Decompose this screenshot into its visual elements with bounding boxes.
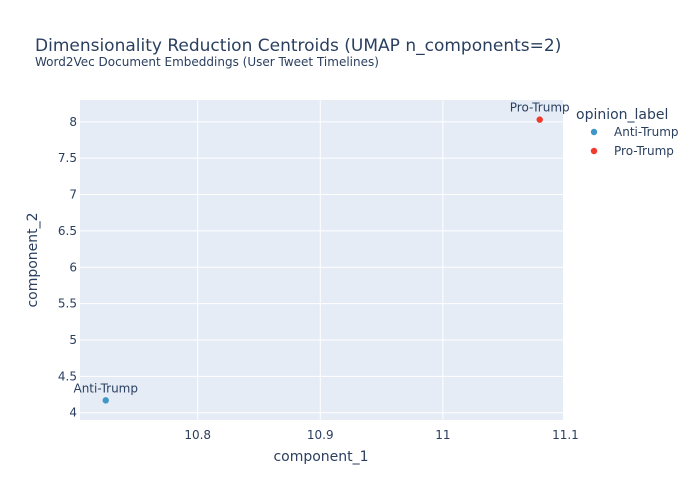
y-tick-label: 4.5 xyxy=(58,369,77,383)
x-tick-label: 10.8 xyxy=(184,428,211,442)
legend-label: Anti-Trump xyxy=(614,125,679,139)
y-tick-label: 5 xyxy=(69,333,77,347)
y-tick-label: 7.5 xyxy=(58,151,77,165)
data-point-label: Pro-Trump xyxy=(510,101,570,115)
legend-item[interactable]: Pro-Trump xyxy=(590,144,674,158)
x-axis-title: component_1 xyxy=(273,449,368,465)
legend-label: Pro-Trump xyxy=(614,144,674,158)
legend-items: Anti-Trump Pro-Trump xyxy=(590,125,679,158)
y-tick-label: 7 xyxy=(69,188,77,202)
y-tick-label: 6 xyxy=(69,260,77,274)
data-point[interactable] xyxy=(536,116,543,123)
y-axis-ticks: 4 4.5 5 5.5 6 6.5 7 7.5 8 xyxy=(58,115,77,420)
point-labels: Anti-Trump Pro-Trump xyxy=(73,101,569,396)
legend-marker xyxy=(590,128,598,136)
x-axis-ticks: 10.8 10.9 11 11.1 xyxy=(184,428,578,442)
plot-background xyxy=(80,100,563,420)
y-tick-label: 6.5 xyxy=(58,224,77,238)
legend-item[interactable]: Anti-Trump xyxy=(590,125,679,139)
legend: opinion_label Anti-Trump Pro-Trump xyxy=(576,107,679,158)
chart-title: Dimensionality Reduction Centroids (UMAP… xyxy=(35,36,561,56)
y-axis-title: component_2 xyxy=(25,212,41,307)
y-tick-label: 5.5 xyxy=(58,297,77,311)
y-tick-label: 8 xyxy=(69,115,77,129)
legend-title: opinion_label xyxy=(576,107,668,123)
data-points xyxy=(102,116,543,404)
grid xyxy=(80,100,563,420)
x-tick-label: 11 xyxy=(435,428,450,442)
data-point-label: Anti-Trump xyxy=(73,381,138,395)
x-tick-label: 10.9 xyxy=(307,428,334,442)
x-tick-label: 11.1 xyxy=(552,428,579,442)
legend-marker xyxy=(590,147,598,155)
chart-subtitle: Word2Vec Document Embeddings (User Tweet… xyxy=(35,55,379,69)
y-tick-label: 4 xyxy=(69,406,77,420)
data-point[interactable] xyxy=(102,397,109,404)
